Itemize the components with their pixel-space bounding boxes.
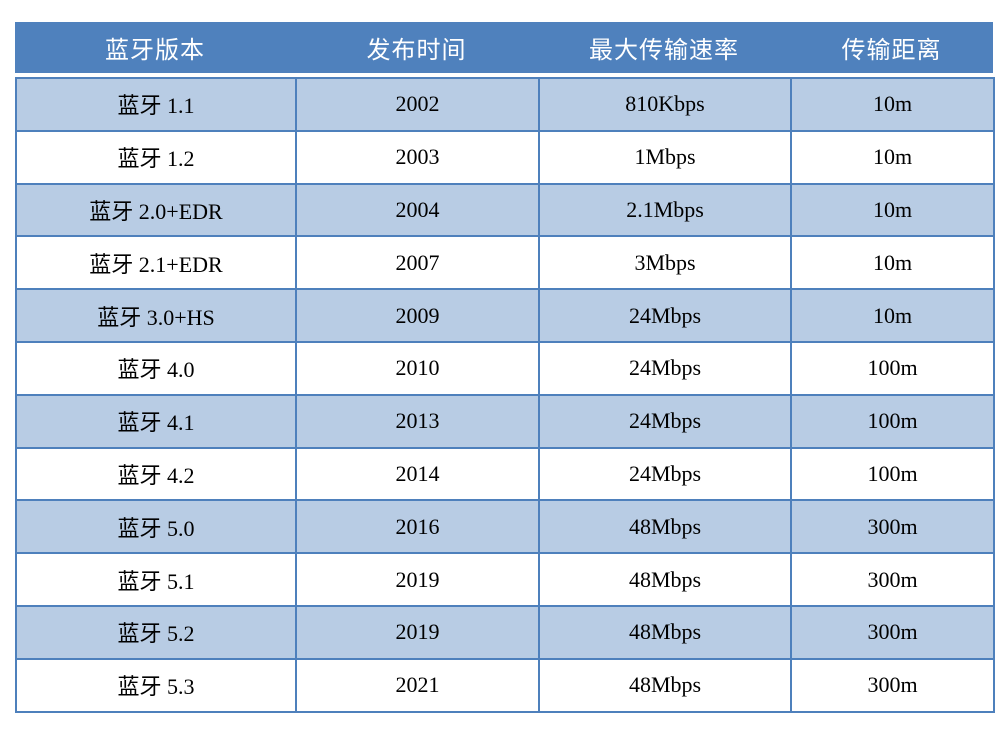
cell-max-speed: 24Mbps (538, 288, 792, 343)
table-row: 蓝牙 2.0+EDR 2004 2.1Mbps 10m (15, 182, 995, 238)
cell-version: 蓝牙 2.1+EDR (15, 235, 297, 291)
cell-range: 10m (790, 77, 995, 132)
cell-range: 300m (790, 657, 995, 713)
cell-version: 蓝牙 4.1 (15, 393, 297, 449)
table-row: 蓝牙 5.1 2019 48Mbps 300m (15, 552, 995, 607)
table-row: 蓝牙 4.0 2010 24Mbps 100m (15, 340, 995, 396)
column-header-range: 传输距离 (841, 38, 942, 64)
cell-max-speed: 48Mbps (538, 552, 792, 607)
cell-max-speed: 3Mbps (538, 235, 792, 291)
cell-version: 蓝牙 3.0+HS (15, 288, 297, 343)
cell-range: 10m (790, 182, 995, 238)
cell-max-speed: 48Mbps (538, 604, 792, 660)
table-header-row: 蓝牙版本 发布时间 最大传输速率 传输距离 (15, 22, 993, 73)
cell-release-year: 2019 (295, 552, 540, 607)
column-header-max-speed: 最大传输速率 (589, 38, 739, 64)
cell-version: 蓝牙 5.0 (15, 499, 297, 555)
cell-max-speed: 24Mbps (538, 340, 792, 396)
cell-range: 10m (790, 288, 995, 343)
cell-release-year: 2002 (295, 77, 540, 132)
cell-version: 蓝牙 1.1 (15, 77, 297, 132)
cell-release-year: 2014 (295, 446, 540, 502)
cell-release-year: 2009 (295, 288, 540, 343)
table-row: 蓝牙 4.2 2014 24Mbps 100m (15, 446, 995, 502)
cell-release-year: 2004 (295, 182, 540, 238)
table-row: 蓝牙 2.1+EDR 2007 3Mbps 10m (15, 235, 995, 291)
cell-release-year: 2013 (295, 393, 540, 449)
cell-version: 蓝牙 5.2 (15, 604, 297, 660)
cell-release-year: 2016 (295, 499, 540, 555)
cell-version: 蓝牙 4.2 (15, 446, 297, 502)
table-row: 蓝牙 1.1 2002 810Kbps 10m (15, 77, 995, 132)
table-row: 蓝牙 5.0 2016 48Mbps 300m (15, 499, 995, 555)
cell-range: 100m (790, 393, 995, 449)
cell-version: 蓝牙 4.0 (15, 340, 297, 396)
cell-max-speed: 48Mbps (538, 657, 792, 713)
cell-version: 蓝牙 5.3 (15, 657, 297, 713)
cell-range: 300m (790, 499, 995, 555)
table-row: 蓝牙 5.2 2019 48Mbps 300m (15, 604, 995, 660)
cell-release-year: 2010 (295, 340, 540, 396)
table-row: 蓝牙 5.3 2021 48Mbps 300m (15, 657, 995, 713)
cell-version: 蓝牙 2.0+EDR (15, 182, 297, 238)
bluetooth-versions-table: 蓝牙版本 发布时间 最大传输速率 传输距离 蓝牙 1.1 2002 810Kbps 1… (15, 22, 995, 713)
table-row: 蓝牙 3.0+HS 2009 24Mbps 10m (15, 288, 995, 343)
cell-range: 300m (790, 552, 995, 607)
table-row: 蓝牙 4.1 2013 24Mbps 100m (15, 393, 995, 449)
cell-max-speed: 810Kbps (538, 77, 792, 132)
cell-max-speed: 48Mbps (538, 499, 792, 555)
cell-max-speed: 24Mbps (538, 446, 792, 502)
cell-release-year: 2021 (295, 657, 540, 713)
column-header-version: 蓝牙版本 (105, 38, 205, 64)
cell-release-year: 2019 (295, 604, 540, 660)
table-row: 蓝牙 1.2 2003 1Mbps 10m (15, 129, 995, 185)
cell-range: 100m (790, 446, 995, 502)
table-body-grid: 蓝牙 1.1 2002 810Kbps 10m 蓝牙 1.2 2003 1Mbps 10m 蓝牙… (15, 77, 995, 713)
header-gap (15, 73, 993, 77)
cell-version: 蓝牙 1.2 (15, 129, 297, 185)
cell-range: 10m (790, 129, 995, 185)
table-body: 蓝牙 1.1 2002 810Kbps 10m 蓝牙 1.2 2003 1Mbps 10m 蓝牙… (15, 77, 995, 713)
cell-range: 100m (790, 340, 995, 396)
cell-version: 蓝牙 5.1 (15, 552, 297, 607)
cell-range: 300m (790, 604, 995, 660)
cell-max-speed: 24Mbps (538, 393, 792, 449)
cell-max-speed: 1Mbps (538, 129, 792, 185)
cell-release-year: 2003 (295, 129, 540, 185)
cell-release-year: 2007 (295, 235, 540, 291)
column-header-release-year: 发布时间 (366, 38, 467, 64)
cell-max-speed: 2.1Mbps (538, 182, 792, 238)
cell-range: 10m (790, 235, 995, 291)
